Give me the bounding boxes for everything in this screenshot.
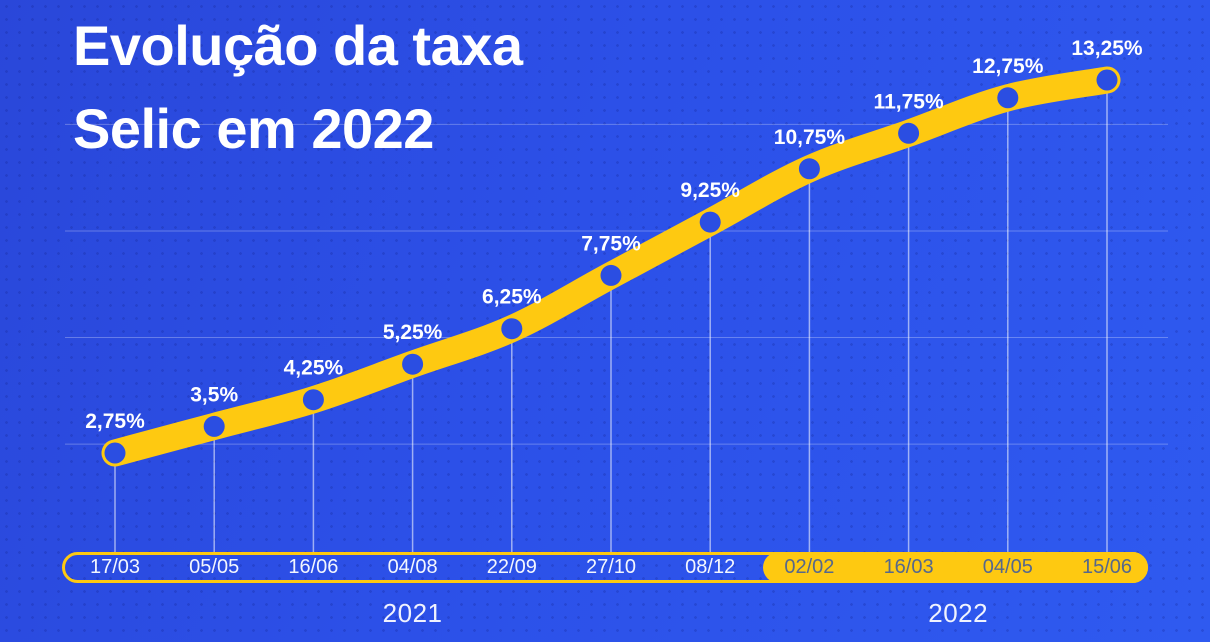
data-point	[898, 122, 920, 144]
data-point	[997, 87, 1019, 109]
data-point	[302, 389, 324, 411]
point-value-label: 11,75%	[874, 90, 944, 113]
axis-date-label: 27/10	[585, 556, 637, 578]
axis-date-label: 02/02	[784, 556, 835, 578]
point-value-label: 3,5%	[190, 383, 238, 406]
point-value-label: 5,25%	[383, 321, 443, 344]
axis-date-label: 16/03	[883, 556, 934, 578]
axis-date-label: 04/05	[982, 556, 1033, 578]
data-point	[798, 158, 820, 180]
point-value-label: 9,25%	[680, 179, 740, 202]
point-value-label: 7,75%	[581, 232, 641, 255]
axis-date-label: 04/08	[387, 556, 438, 578]
axis-date-label: 15/06	[1081, 556, 1133, 578]
data-point	[104, 442, 126, 464]
data-point	[402, 353, 424, 375]
axis-date-label: 08/12	[685, 556, 736, 578]
point-value-label: 6,25%	[482, 286, 542, 309]
axis-year-label: 2021	[382, 598, 443, 628]
axis-pill-2022-fill	[763, 552, 1148, 583]
title-line-1: Evolução da taxa	[73, 14, 523, 77]
title-line-2: Selic em 2022	[73, 97, 434, 160]
data-point	[1096, 69, 1118, 91]
point-value-label: 2,75%	[85, 410, 145, 433]
axis-pill-outline	[62, 552, 1148, 583]
axis-date-label: 16/06	[288, 556, 339, 578]
data-point	[699, 211, 721, 233]
data-point	[600, 264, 622, 286]
axis-date-label: 05/05	[189, 556, 240, 578]
point-value-label: 13,25%	[1071, 37, 1143, 60]
point-value-label: 10,75%	[774, 126, 846, 149]
axis-year-label: 2022	[928, 598, 989, 628]
data-point	[501, 318, 523, 340]
axis-date-label: 17/03	[89, 556, 141, 578]
point-value-label: 4,25%	[284, 357, 344, 380]
chart-title: Evolução da taxa Selic em 2022	[73, 4, 523, 170]
point-value-label: 12,75%	[972, 55, 1044, 78]
data-point	[203, 415, 225, 437]
axis-date-label: 22/09	[486, 556, 537, 578]
